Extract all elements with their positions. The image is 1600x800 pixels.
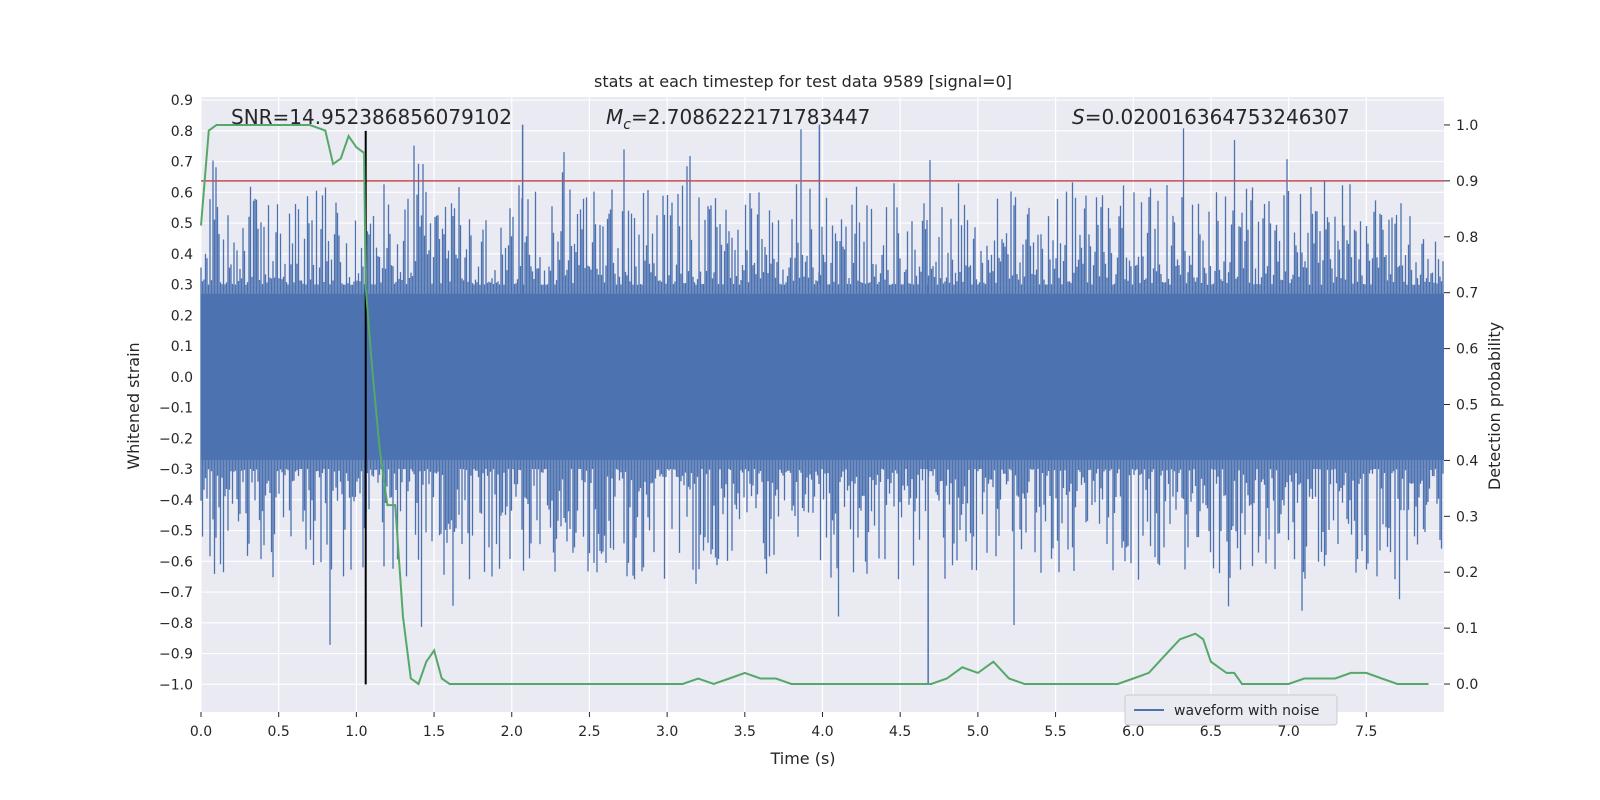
y-left-tick-label: −0.8 — [159, 616, 193, 632]
y-left-tick-label: −0.9 — [159, 647, 193, 663]
y-left-tick-label: −0.5 — [159, 524, 193, 540]
y-right-tick-label: 0.3 — [1456, 509, 1478, 525]
y-right-tick-label: 0.4 — [1456, 453, 1478, 469]
y-left-tick-label: −1.0 — [159, 677, 193, 693]
x-tick-label: 0.0 — [190, 724, 212, 740]
y-left-tick-label: 0.7 — [171, 155, 193, 171]
chirp-mass-annotation: Mc=2.7086222171783447 — [606, 105, 870, 133]
y-right-tick-label: 0.0 — [1456, 677, 1478, 693]
y-left-axis-label: Whitened strain — [124, 342, 143, 469]
detection-probability-line — [200, 124, 1429, 686]
x-tick-label: 7.5 — [1355, 724, 1377, 740]
y-right-tick-label: 0.7 — [1456, 286, 1478, 302]
y-left-axis-ticks: 0.9 0.8 0.7 0.6 0.5 0.4 0.3 0.2 0.1 0.0 −0.1 −0.2 −0… — [159, 93, 193, 693]
x-tick-label: 5.0 — [967, 724, 989, 740]
y-right-tick-label: 0.6 — [1456, 342, 1478, 358]
x-tick-label: 6.0 — [1122, 724, 1144, 740]
y-right-tick-label: 0.1 — [1456, 621, 1478, 637]
legend: waveform with noise — [1124, 694, 1338, 726]
y-left-tick-label: 0.5 — [171, 216, 193, 232]
y-left-tick-label: 0.6 — [171, 185, 193, 201]
x-tick-label: 4.5 — [889, 724, 911, 740]
y-left-tick-label: 0.9 — [171, 93, 193, 109]
x-tick-label: 7.0 — [1277, 724, 1299, 740]
s-annotation: S=0.020016364753246307 — [1072, 105, 1350, 129]
waveform-trace — [200, 128, 1444, 645]
x-tick-label: 0.5 — [268, 724, 290, 740]
s-symbol: S — [1072, 105, 1085, 129]
chirp-mass-symbol: M — [606, 105, 623, 129]
y-right-tick-label: 1.0 — [1456, 118, 1478, 134]
x-tick-label: 4.0 — [811, 724, 833, 740]
y-left-tick-label: −0.6 — [159, 554, 193, 570]
y-left-tick-label: 0.2 — [171, 308, 193, 324]
y-left-tick-label: 0.8 — [171, 124, 193, 140]
y-left-tick-label: −0.4 — [159, 493, 193, 509]
x-axis-ticks: 0.0 0.5 1.0 1.5 2.0 2.5 3.0 3.5 4.0 4.5 5.0 5.5 6.0 6… — [190, 712, 1377, 740]
legend-entry-waveform: waveform with noise — [1174, 703, 1319, 719]
y-left-tick-label: −0.7 — [159, 585, 193, 601]
y-left-tick-label: −0.2 — [159, 431, 193, 447]
waveform-series — [200, 124, 1444, 685]
y-left-tick-label: 0.3 — [171, 278, 193, 294]
x-tick-label: 1.0 — [345, 724, 367, 740]
y-left-tick-label: 0.4 — [171, 247, 193, 263]
legend-box — [1124, 694, 1338, 726]
y-left-tick-label: 0.1 — [171, 339, 193, 355]
y-right-tick-label: 0.2 — [1456, 565, 1478, 581]
y-right-tick-label: 0.9 — [1456, 174, 1478, 190]
y-left-tick-label: −0.1 — [159, 401, 193, 417]
x-tick-label: 3.5 — [734, 724, 756, 740]
y-right-axis-label: Detection probability — [1485, 322, 1504, 490]
chirp-mass-value: =2.7086222171783447 — [631, 105, 870, 129]
y-left-tick-label: −0.3 — [159, 462, 193, 478]
x-tick-label: 2.5 — [578, 724, 600, 740]
x-axis-label: Time (s) — [769, 749, 835, 768]
chart-title: stats at each timestep for test data 958… — [594, 72, 1012, 91]
x-tick-label: 1.5 — [423, 724, 445, 740]
y-right-tick-label: 0.8 — [1456, 230, 1478, 246]
chirp-mass-subscript: c — [623, 117, 631, 133]
x-tick-label: 5.5 — [1044, 724, 1066, 740]
y-left-tick-label: 0.0 — [171, 370, 193, 386]
y-right-axis-ticks: 0.0 0.1 0.2 0.3 0.4 0.5 0.6 0.7 0.8 0.9 1.0 — [1444, 118, 1478, 693]
s-value: =0.020016364753246307 — [1085, 105, 1350, 129]
x-tick-label: 3.0 — [656, 724, 678, 740]
x-tick-label: 2.0 — [501, 724, 523, 740]
y-right-tick-label: 0.5 — [1456, 398, 1478, 414]
snr-annotation: SNR=14.952386856079102 — [231, 105, 512, 129]
x-tick-label: 6.5 — [1200, 724, 1222, 740]
